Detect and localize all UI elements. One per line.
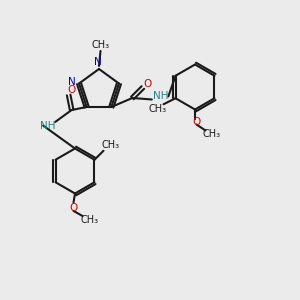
- Text: O: O: [192, 117, 201, 127]
- Text: CH₃: CH₃: [102, 140, 120, 150]
- Text: CH₃: CH₃: [80, 215, 98, 225]
- Text: O: O: [143, 80, 152, 89]
- Text: NH: NH: [40, 121, 56, 130]
- Text: CH₃: CH₃: [148, 104, 166, 114]
- Text: N: N: [94, 57, 101, 68]
- Text: NH: NH: [153, 92, 169, 101]
- Text: CH₃: CH₃: [92, 40, 110, 50]
- Text: N: N: [68, 77, 75, 87]
- Text: O: O: [68, 85, 76, 94]
- Text: O: O: [69, 203, 78, 213]
- Text: CH₃: CH₃: [202, 129, 220, 139]
